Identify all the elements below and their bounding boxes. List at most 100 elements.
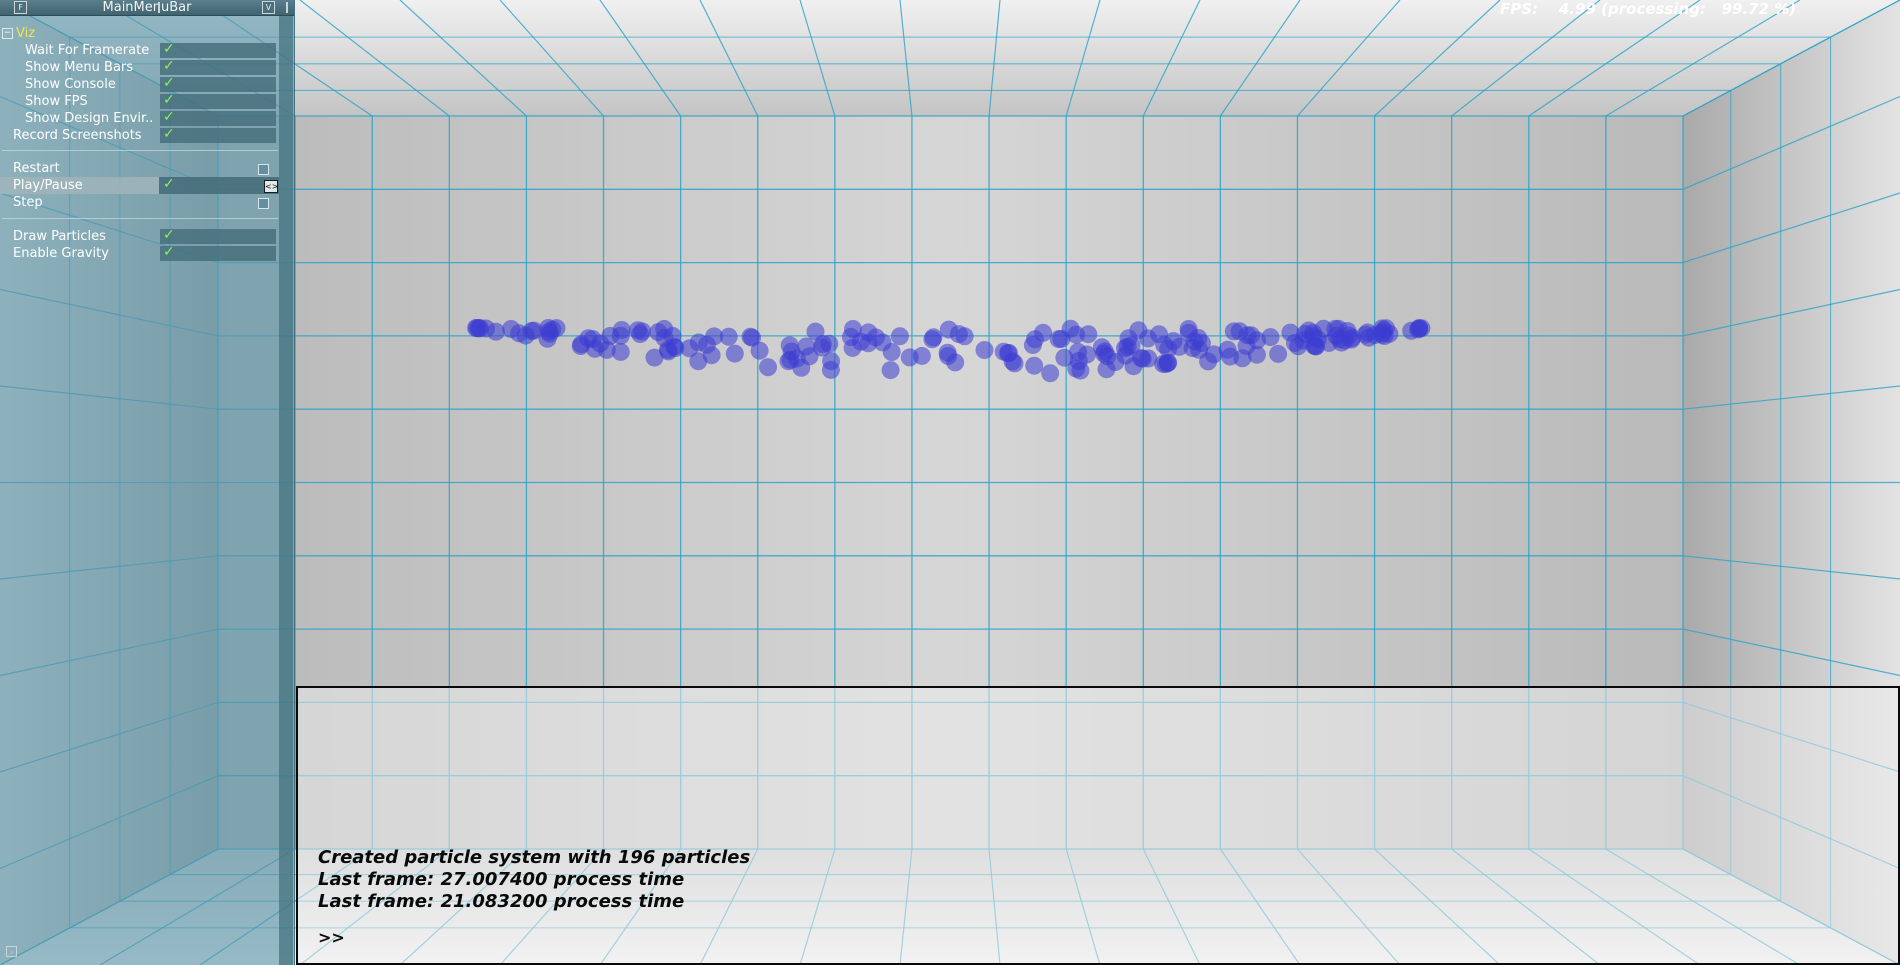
menu-item-record-screenshots[interactable]: Record Screenshots ✓ [0,126,279,144]
particle [486,322,505,341]
checkmark-icon: ✓ [163,92,175,108]
particle [1269,344,1288,363]
grid-line [1682,95,1900,190]
particle [601,326,620,345]
menu-title: MainMenuBar [102,0,192,15]
collapse-icon[interactable]: − [2,28,13,39]
title-edge [286,2,288,13]
particle [1005,354,1024,373]
particle [844,320,862,338]
menu-item-show-design-environment[interactable]: Show Design Envir.. ✓ [0,109,279,127]
viz-group-label: Viz [16,26,36,41]
grid-line [1142,0,1201,117]
toggle-field[interactable] [160,94,276,109]
particle [1248,331,1266,350]
menu-item-step[interactable]: Step [0,194,279,211]
particle [1069,352,1088,370]
particle [1122,336,1141,355]
grid-line [1065,0,1101,117]
particle [780,336,799,355]
grid-line [1605,0,1801,117]
fps-readout: FPS: 4.99 (processing: 99.72 %) [1500,0,1797,18]
menu-item-show-menu-bars[interactable]: Show Menu Bars ✓ [0,58,279,76]
particle [1359,328,1378,347]
grid-line [1682,385,1900,410]
checkmark-icon: ✓ [163,244,175,260]
particle [468,319,487,337]
viz-group-header[interactable]: − Viz [0,25,279,42]
menu-item-enable-gravity[interactable]: Enable Gravity ✓ [0,244,279,262]
particle [725,344,744,363]
grid-line [799,0,836,117]
menu-item-label: Step [13,195,43,210]
particle [1230,322,1249,341]
particle [1320,333,1338,352]
menu-item-wait-for-framerate[interactable]: Wait For Framerate ✓ [0,41,279,59]
toggle-field[interactable] [160,43,276,58]
particle [859,323,878,342]
grid-line [1682,288,1900,337]
console-panel[interactable]: Created particle system with 196 particl… [296,686,1900,965]
console-prompt[interactable]: >> [318,928,345,947]
menu-item-play-pause[interactable]: Play/Pause ✓ <> [0,176,279,194]
particle [1157,355,1175,373]
resize-grip-icon[interactable]: ⌟ [6,946,17,957]
menu-item-label: Show Console [25,77,116,92]
menu-item-label: Show Design Envir.. [25,111,154,126]
radio-box-icon[interactable] [258,198,269,209]
particle [571,337,590,355]
particle [1281,323,1300,342]
particle [750,341,769,360]
particle [923,330,942,349]
radio-box-icon[interactable] [258,164,269,175]
menu-collapse-icon[interactable]: V [262,1,275,14]
grid-line [1528,0,1701,117]
grid-line [1451,0,1601,117]
menu-item-label: Draw Particles [13,229,106,244]
grid-line [988,0,1001,117]
toggle-field[interactable] [160,246,276,261]
menu-pin-icon[interactable]: F [14,1,27,14]
menu-item-label: Enable Gravity [13,246,109,261]
menu-item-restart[interactable]: Restart [0,160,279,177]
particle [806,322,825,341]
particle [1133,349,1152,368]
toggle-field[interactable] [160,128,276,143]
toggle-field[interactable] [160,60,276,75]
particle [1098,347,1117,366]
checkmark-icon: ✓ [163,176,175,192]
menu-item-show-fps[interactable]: Show FPS ✓ [0,92,279,110]
menu-separator [2,218,278,219]
menu-titlebar[interactable]: F MainMenuBar V [0,0,294,16]
toggle-field[interactable] [160,77,276,92]
particle [655,319,674,338]
menu-item-label: Play/Pause [13,178,83,193]
particle-system [467,319,1431,383]
particle [645,348,664,367]
menu-item-label: Show FPS [25,94,88,109]
menu-item-draw-particles[interactable]: Draw Particles ✓ [0,227,279,245]
particle [975,341,994,359]
toggle-field[interactable] [160,229,276,244]
drag-handle-icon[interactable]: <> [264,180,279,193]
grid-line [1374,0,1501,117]
particle [1034,323,1053,342]
title-divider [158,2,160,13]
particle [881,361,900,380]
menu-item-show-console[interactable]: Show Console ✓ [0,75,279,93]
particle [719,327,738,346]
checkmark-icon: ✓ [163,75,175,91]
particle [510,324,529,343]
particle [781,350,800,369]
particle [1025,356,1044,375]
particle [882,343,901,361]
toggle-field[interactable] [160,111,276,126]
checkmark-icon: ✓ [163,58,175,74]
particle [1339,326,1358,345]
particle [797,337,816,356]
particle [912,346,931,365]
particle [1204,345,1223,364]
menu-scrollbar[interactable] [279,14,293,965]
particle [938,343,957,362]
particle [705,327,724,346]
